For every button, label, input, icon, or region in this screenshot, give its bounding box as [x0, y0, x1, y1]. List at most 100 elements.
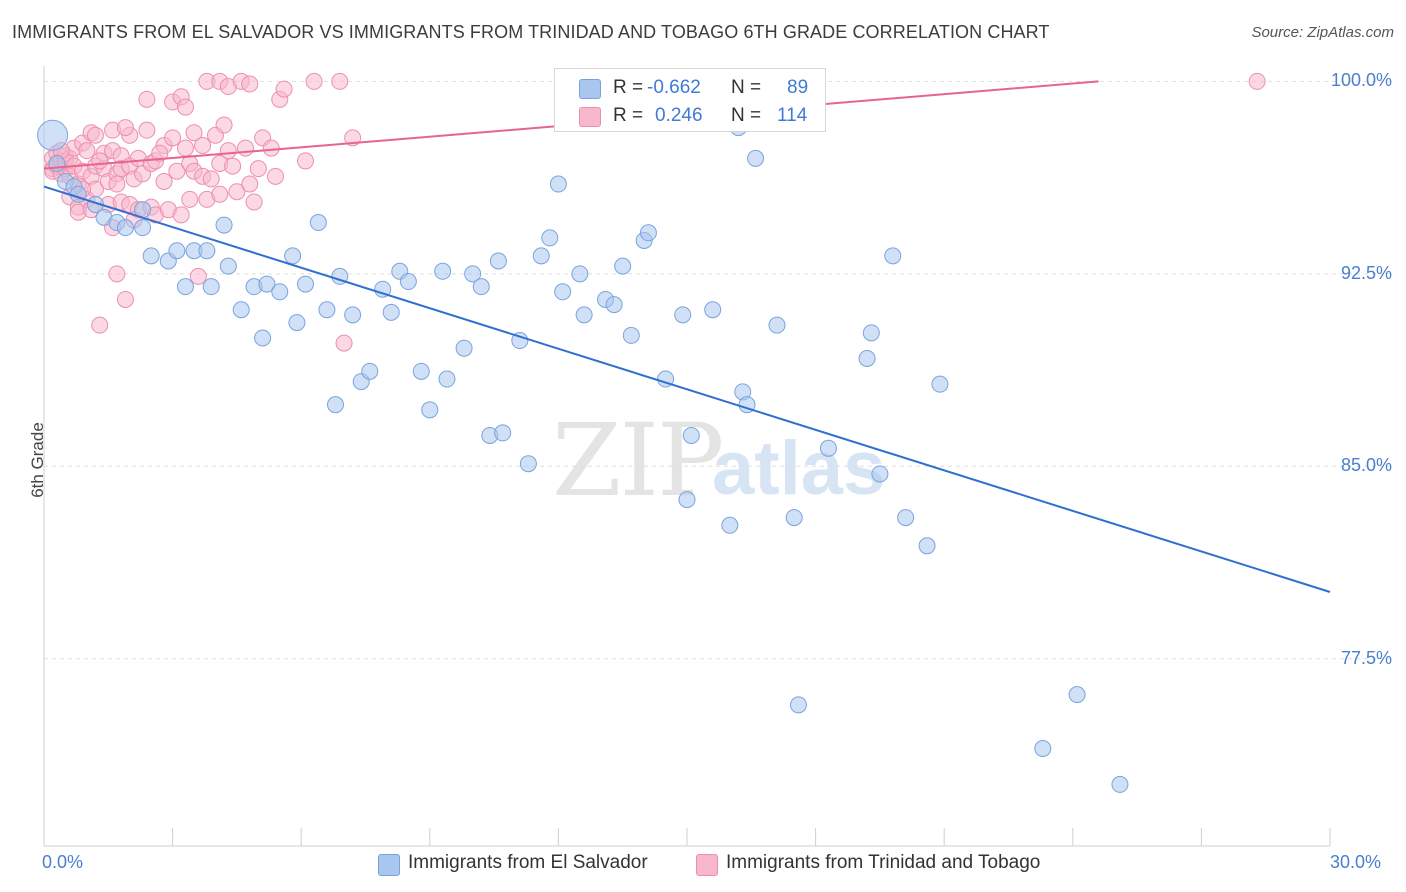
data-point-el-salvador: [931, 375, 949, 393]
data-point-el-salvador: [614, 257, 632, 275]
legend-r-value: 0.246: [655, 105, 703, 126]
data-point-el-salvador: [344, 306, 362, 324]
data-point-el-salvador: [271, 283, 289, 301]
y-tick-label: 85.0%: [1340, 455, 1392, 476]
data-point-trinidad: [138, 121, 156, 139]
data-point-el-salvador: [605, 296, 623, 314]
watermark-atlas: atlas: [712, 426, 886, 511]
data-point-el-salvador: [1034, 740, 1052, 757]
data-point-el-salvador: [678, 491, 696, 509]
data-point-el-salvador: [682, 426, 700, 444]
data-point-el-salvador: [455, 339, 473, 357]
legend-r-label: R =: [613, 105, 644, 126]
data-point-el-salvador: [519, 455, 537, 473]
data-point-trinidad: [241, 75, 259, 93]
gridlines: [44, 80, 1390, 660]
data-point-el-salvador: [721, 516, 739, 534]
legend-label: Immigrants from El Salvador: [408, 852, 648, 873]
legend-label: Immigrants from Trinidad and Tobago: [726, 852, 1041, 873]
data-point-trinidad: [189, 267, 207, 285]
data-point-el-salvador: [37, 119, 69, 151]
data-point-el-salvador: [858, 350, 876, 367]
data-point-trinidad: [108, 265, 126, 283]
data-point-trinidad: [116, 290, 134, 308]
data-point-trinidad: [296, 152, 314, 170]
data-point-trinidad: [194, 137, 212, 155]
data-point-trinidad: [108, 175, 126, 193]
data-point-el-salvador: [288, 314, 306, 332]
legend-swatch-blue: [579, 79, 601, 99]
data-point-el-salvador: [789, 696, 807, 714]
data-point-el-salvador: [785, 509, 803, 527]
data-point-el-salvador: [862, 324, 880, 342]
data-point-el-salvador: [412, 362, 430, 380]
data-point-trinidad: [241, 175, 259, 193]
watermark-zip: ZIP: [552, 402, 724, 519]
data-point-el-salvador: [1068, 686, 1086, 704]
y-tick-label: 100.0%: [1330, 70, 1392, 91]
axes: [43, 66, 1331, 847]
data-point-el-salvador: [622, 326, 640, 344]
data-point-el-salvador: [374, 280, 392, 298]
data-point-el-salvador: [399, 273, 417, 291]
data-point-el-salvador: [472, 278, 490, 296]
data-point-el-salvador: [176, 278, 194, 296]
data-point-trinidad: [176, 98, 194, 116]
data-point-el-salvador: [571, 265, 589, 283]
data-point-trinidad: [172, 206, 190, 224]
data-point-el-salvador: [1111, 775, 1129, 793]
data-point-el-salvador: [819, 439, 837, 457]
data-point-el-salvador: [532, 247, 550, 265]
data-point-el-salvador: [116, 219, 134, 237]
y-tick-label: 92.5%: [1340, 262, 1392, 283]
data-point-trinidad: [245, 193, 263, 211]
data-point-trinidad: [249, 160, 267, 178]
data-point-trinidad: [219, 142, 237, 160]
data-point-el-salvador: [575, 306, 593, 324]
data-point-el-salvador: [554, 283, 572, 301]
trend-line-el-salvador: [43, 185, 1331, 593]
data-point-el-salvador: [258, 275, 276, 293]
legend-swatch-blue: [378, 854, 400, 876]
data-point-el-salvador: [219, 257, 237, 275]
data-point-trinidad: [78, 142, 96, 160]
y-axis-label: 6th Grade: [27, 422, 47, 498]
legend-n-value: 89: [787, 77, 809, 98]
data-point-trinidad: [185, 124, 203, 142]
data-point-trinidad: [202, 170, 220, 188]
data-point-trinidad: [176, 139, 194, 157]
data-point-el-salvador: [296, 275, 314, 293]
data-point-trinidad: [91, 152, 109, 170]
data-point-trinidad: [164, 129, 182, 147]
legend-r-label: R =: [613, 77, 644, 98]
data-point-el-salvador: [421, 401, 439, 419]
data-point-trinidad: [228, 183, 246, 201]
legend-row-trinidad: R = 0.246 N = 114: [555, 101, 825, 129]
x-tick-label-max: 30.0%: [1330, 852, 1382, 872]
data-point-el-salvador: [674, 306, 692, 324]
data-point-trinidad: [155, 172, 173, 190]
data-point-el-salvador: [254, 329, 272, 347]
data-point-trinidad: [211, 185, 229, 203]
data-point-el-salvador: [511, 332, 529, 350]
source-credit: Source: ZipAtlas.com: [1251, 24, 1394, 41]
data-point-trinidad: [236, 139, 254, 157]
data-point-trinidad: [116, 119, 134, 137]
data-point-trinidad: [91, 316, 109, 334]
legend-swatch-pink: [579, 107, 601, 127]
data-point-el-salvador: [639, 224, 657, 242]
data-point-el-salvador: [541, 229, 559, 247]
data-point-el-salvador: [494, 424, 512, 442]
data-point-el-salvador: [768, 316, 786, 334]
data-point-el-salvador: [309, 214, 327, 232]
series-el-salvador-points: [37, 119, 1129, 793]
data-point-el-salvador: [549, 175, 567, 193]
data-point-trinidad: [335, 334, 353, 352]
data-point-trinidad: [262, 139, 280, 157]
y-tick-label: 77.5%: [1340, 647, 1392, 668]
data-point-el-salvador: [142, 247, 160, 265]
data-point-el-salvador: [884, 247, 902, 265]
data-point-el-salvador: [134, 219, 152, 237]
stats-legend: R = -0.662 N = 89 R = 0.246 N = 114: [554, 68, 826, 132]
data-point-trinidad: [224, 157, 242, 175]
